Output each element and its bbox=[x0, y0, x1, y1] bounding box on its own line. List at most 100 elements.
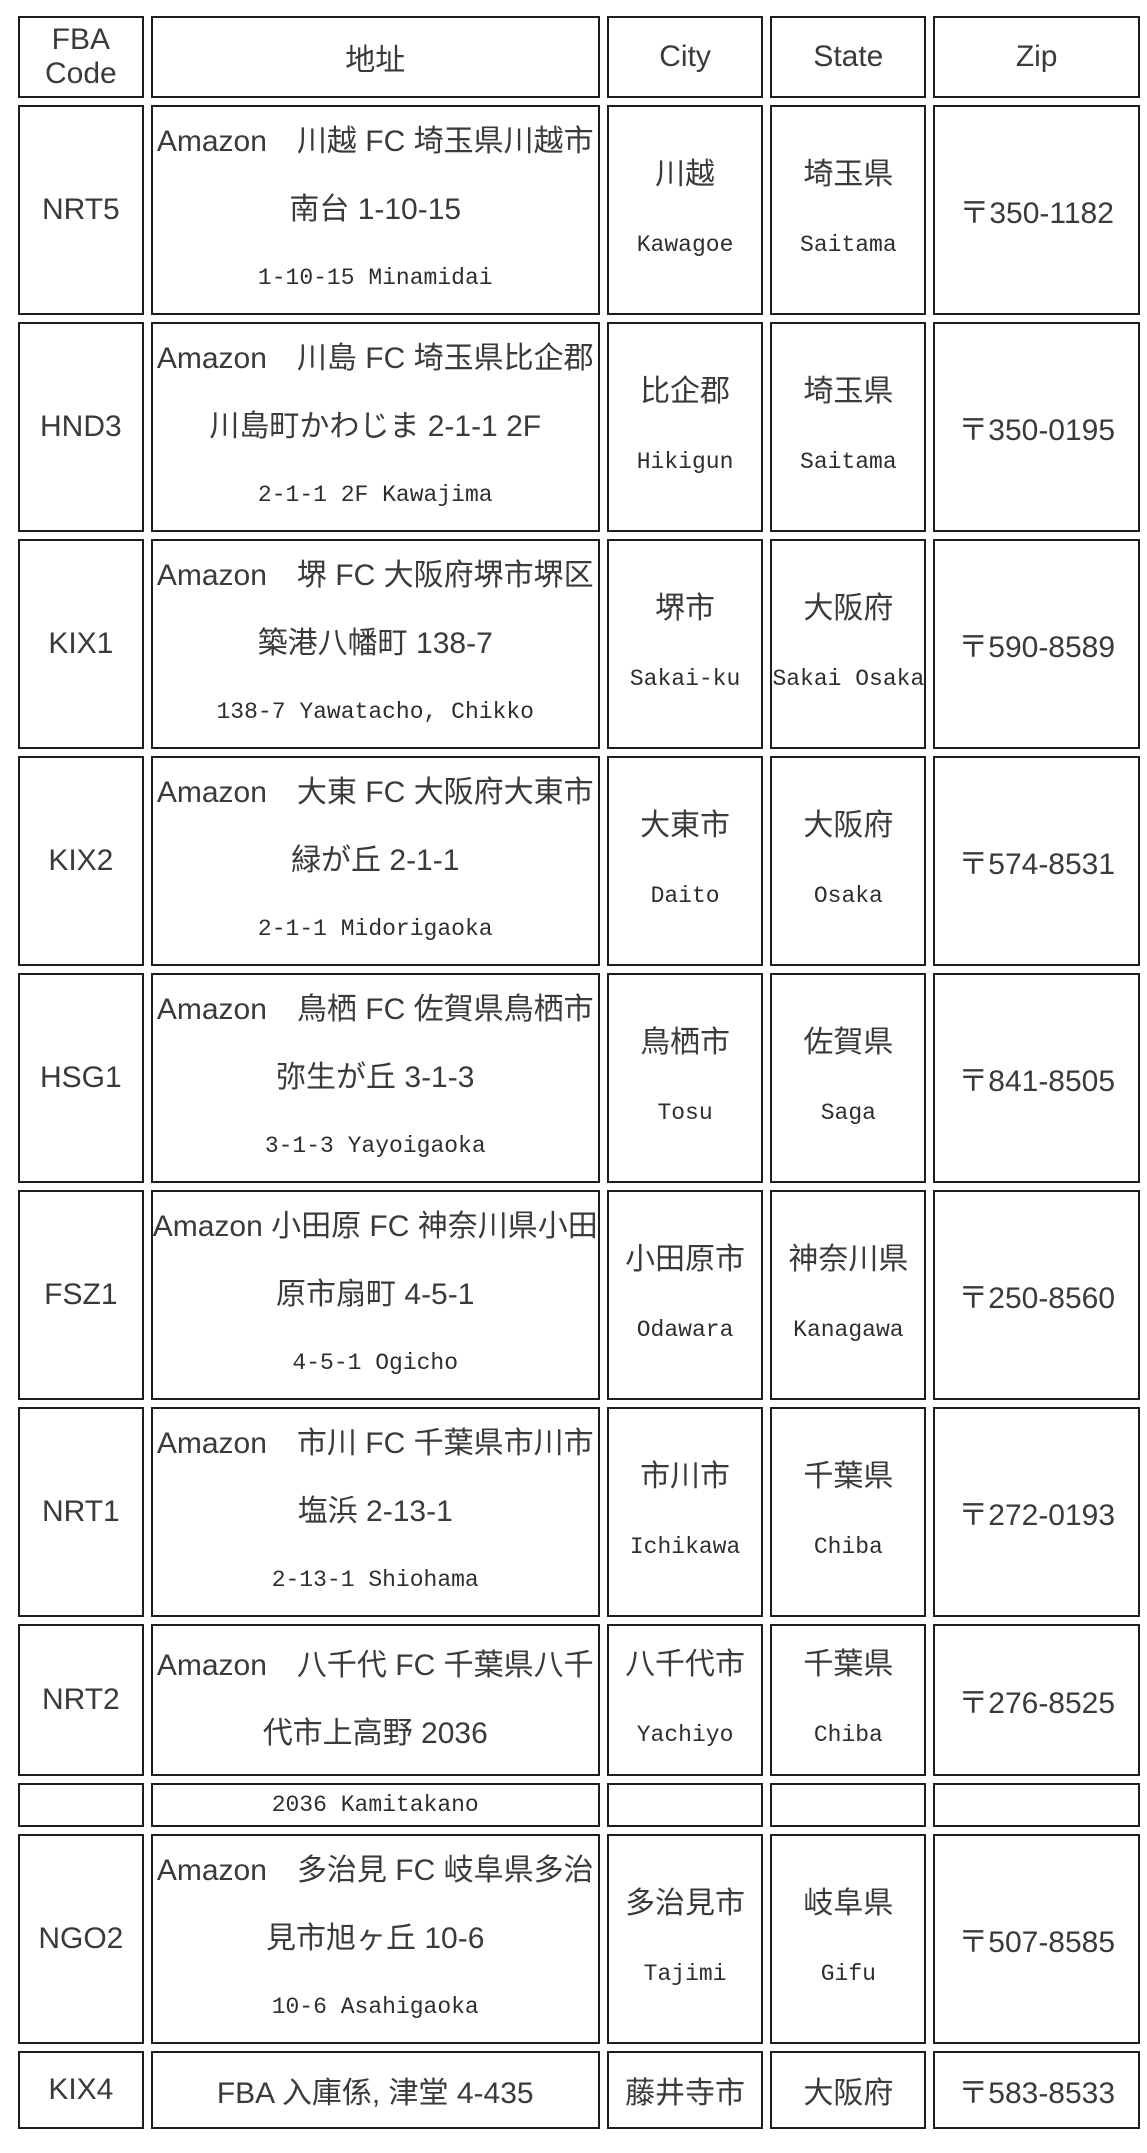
fba-code-cell: FSZ1 bbox=[18, 1190, 144, 1400]
fba-code-cell: NGO2 bbox=[18, 1834, 144, 2044]
address-ja-line1: Amazon 多治見 FC 岐阜県多治 bbox=[156, 1854, 594, 1887]
address-romaji: 1-10-15 Minamidai bbox=[257, 265, 493, 291]
row-kix2: KIX2 Amazon 大東 FC 大阪府大東市 緑が丘 2-1-1 2-1-1… bbox=[18, 756, 1140, 966]
state-ja: 岐阜県 bbox=[803, 1887, 894, 1920]
address-cell: Amazon 堺 FC 大阪府堺市堺区 築港八幡町 138-7 138-7 Ya… bbox=[150, 539, 600, 749]
address-cell: 2036 Kamitakano bbox=[150, 1783, 600, 1827]
state-ja: 佐賀県 bbox=[803, 1026, 894, 1059]
address-cell: Amazon 多治見 FC 岐阜県多治 見市旭ヶ丘 10-6 10-6 Asah… bbox=[150, 1834, 600, 2044]
state-romaji: Saitama bbox=[800, 449, 897, 475]
zip-cell: 〒590-8589 bbox=[933, 539, 1140, 749]
state-ja: 埼玉県 bbox=[803, 158, 894, 191]
state-romaji: Saitama bbox=[800, 232, 897, 258]
address-ja-line2: 南台 1-10-15 bbox=[289, 193, 462, 226]
zip-cell: 〒276-8525 bbox=[933, 1624, 1140, 1776]
state-cell: 大阪府 bbox=[770, 2051, 927, 2129]
city-romaji: Daito bbox=[650, 883, 720, 909]
address-ja-line1: Amazon 八千代 FC 千葉県八千 bbox=[156, 1649, 594, 1682]
city-cell: 比企郡 Hikigun bbox=[606, 322, 764, 532]
state-romaji: Chiba bbox=[813, 1722, 883, 1748]
city-ja: 八千代市 bbox=[625, 1648, 746, 1681]
address-romaji: 4-5-1 Ogicho bbox=[292, 1350, 459, 1376]
state-cell: 神奈川県 Kanagawa bbox=[770, 1190, 927, 1400]
address-cell: Amazon 川島 FC 埼玉県比企郡 川島町かわじま 2-1-1 2F 2-1… bbox=[150, 322, 600, 532]
address-ja-line2: 弥生が丘 3-1-3 bbox=[276, 1061, 475, 1094]
city-cell: 小田原市 Odawara bbox=[606, 1190, 764, 1400]
address-ja-line1: Amazon 川島 FC 埼玉県比企郡 bbox=[156, 342, 594, 375]
city-cell: 多治見市 Tajimi bbox=[606, 1834, 764, 2044]
address-ja-line2: 見市旭ヶ丘 10-6 bbox=[266, 1922, 485, 1955]
city-cell: 藤井寺市 bbox=[606, 2051, 764, 2129]
state-romaji: Saga bbox=[820, 1100, 876, 1126]
address-ja-line1: Amazon 小田原 FC 神奈川県小田 bbox=[152, 1210, 598, 1243]
city-ja: 多治見市 bbox=[625, 1887, 746, 1920]
row-nrt1: NRT1 Amazon 市川 FC 千葉県市川市 塩浜 2-13-1 2-13-… bbox=[18, 1407, 1140, 1617]
state-cell: 千葉県 Chiba bbox=[770, 1624, 927, 1776]
state-ja: 千葉県 bbox=[803, 1648, 894, 1681]
zip-cell: 〒350-0195 bbox=[933, 322, 1140, 532]
header-cell-zip: Zip bbox=[933, 16, 1140, 98]
address-cell: Amazon 川越 FC 埼玉県川越市 南台 1-10-15 1-10-15 M… bbox=[150, 105, 600, 315]
row-hsg1: HSG1 Amazon 鳥栖 FC 佐賀県鳥栖市 弥生が丘 3-1-3 3-1-… bbox=[18, 973, 1140, 1183]
address-cell: Amazon 八千代 FC 千葉県八千 代市上高野 2036 bbox=[150, 1624, 600, 1776]
header-cell-city: City bbox=[606, 16, 764, 98]
fba-code-cell: NRT5 bbox=[18, 105, 144, 315]
zip-cell: 〒583-8533 bbox=[933, 2051, 1140, 2129]
address-romaji: 2-13-1 Shiohama bbox=[271, 1567, 479, 1593]
address-cell: Amazon 小田原 FC 神奈川県小田 原市扇町 4-5-1 4-5-1 Og… bbox=[150, 1190, 600, 1400]
city-ja: 川越 bbox=[655, 158, 716, 191]
address-ja-line2: 築港八幡町 138-7 bbox=[257, 627, 493, 660]
state-ja: 大阪府 bbox=[803, 2077, 894, 2110]
city-romaji: Sakai-ku bbox=[629, 666, 741, 692]
city-romaji: Tajimi bbox=[643, 1961, 727, 1987]
row-kamitakano-overflow: 2036 Kamitakano bbox=[18, 1783, 1140, 1827]
state-ja: 大阪府 bbox=[803, 592, 894, 625]
row-hnd3: HND3 Amazon 川島 FC 埼玉県比企郡 川島町かわじま 2-1-1 2… bbox=[18, 322, 1140, 532]
city-cell: 八千代市 Yachiyo bbox=[606, 1624, 764, 1776]
address-ja-line2: 原市扇町 4-5-1 bbox=[276, 1278, 475, 1311]
state-ja: 千葉県 bbox=[803, 1460, 894, 1493]
zip-cell: 〒250-8560 bbox=[933, 1190, 1140, 1400]
city-romaji: Ichikawa bbox=[629, 1534, 741, 1560]
address-ja-line1: Amazon 鳥栖 FC 佐賀県鳥栖市 bbox=[156, 993, 594, 1026]
fba-code-cell: NRT1 bbox=[18, 1407, 144, 1617]
address-ja-line1: FBA 入庫係, 津堂 4-435 bbox=[216, 2077, 534, 2110]
header-cell-address: 地址 bbox=[150, 16, 600, 98]
state-cell: 佐賀県 Saga bbox=[770, 973, 927, 1183]
address-romaji: 3-1-3 Yayoigaoka bbox=[264, 1133, 486, 1159]
empty-cell bbox=[770, 1783, 927, 1827]
city-cell: 鳥栖市 Tosu bbox=[606, 973, 764, 1183]
city-ja: 市川市 bbox=[640, 1460, 731, 1493]
city-ja: 大東市 bbox=[640, 809, 731, 842]
address-ja-line1: Amazon 川越 FC 埼玉県川越市 bbox=[156, 125, 594, 158]
city-ja: 鳥栖市 bbox=[640, 1026, 731, 1059]
row-kix4: KIX4 FBA 入庫係, 津堂 4-435 藤井寺市 大阪府 〒583-853… bbox=[18, 2051, 1140, 2129]
header-row: FBA Code 地址 City State Zip bbox=[18, 16, 1140, 98]
zip-cell: 〒574-8531 bbox=[933, 756, 1140, 966]
zip-cell: 〒272-0193 bbox=[933, 1407, 1140, 1617]
address-romaji: 2036 Kamitakano bbox=[271, 1792, 479, 1818]
city-romaji: Tosu bbox=[657, 1100, 713, 1126]
city-ja: 小田原市 bbox=[625, 1243, 746, 1276]
row-kix1: KIX1 Amazon 堺 FC 大阪府堺市堺区 築港八幡町 138-7 138… bbox=[18, 539, 1140, 749]
state-ja: 大阪府 bbox=[803, 809, 894, 842]
state-romaji: Chiba bbox=[813, 1534, 883, 1560]
address-ja-line1: Amazon 市川 FC 千葉県市川市 bbox=[156, 1427, 594, 1460]
city-cell: 市川市 Ichikawa bbox=[606, 1407, 764, 1617]
address-cell: Amazon 市川 FC 千葉県市川市 塩浜 2-13-1 2-13-1 Shi… bbox=[150, 1407, 600, 1617]
state-ja: 埼玉県 bbox=[803, 375, 894, 408]
state-cell: 埼玉県 Saitama bbox=[770, 105, 927, 315]
state-romaji: Sakai Osaka bbox=[772, 666, 925, 692]
city-ja: 藤井寺市 bbox=[625, 2077, 746, 2110]
fba-warehouse-table: FBA Code 地址 City State Zip NRT5 Amazon 川… bbox=[11, 9, 1147, 2136]
state-ja: 神奈川県 bbox=[788, 1243, 909, 1276]
fba-code-cell: KIX1 bbox=[18, 539, 144, 749]
fba-code-cell: HND3 bbox=[18, 322, 144, 532]
address-ja-line2: 代市上高野 2036 bbox=[262, 1717, 488, 1750]
state-cell: 大阪府 Osaka bbox=[770, 756, 927, 966]
row-nrt5: NRT5 Amazon 川越 FC 埼玉県川越市 南台 1-10-15 1-10… bbox=[18, 105, 1140, 315]
state-romaji: Gifu bbox=[820, 1961, 876, 1987]
address-ja-line1: Amazon 堺 FC 大阪府堺市堺区 bbox=[156, 559, 594, 592]
row-ngo2: NGO2 Amazon 多治見 FC 岐阜県多治 見市旭ヶ丘 10-6 10-6… bbox=[18, 1834, 1140, 2044]
state-cell: 大阪府 Sakai Osaka bbox=[770, 539, 927, 749]
